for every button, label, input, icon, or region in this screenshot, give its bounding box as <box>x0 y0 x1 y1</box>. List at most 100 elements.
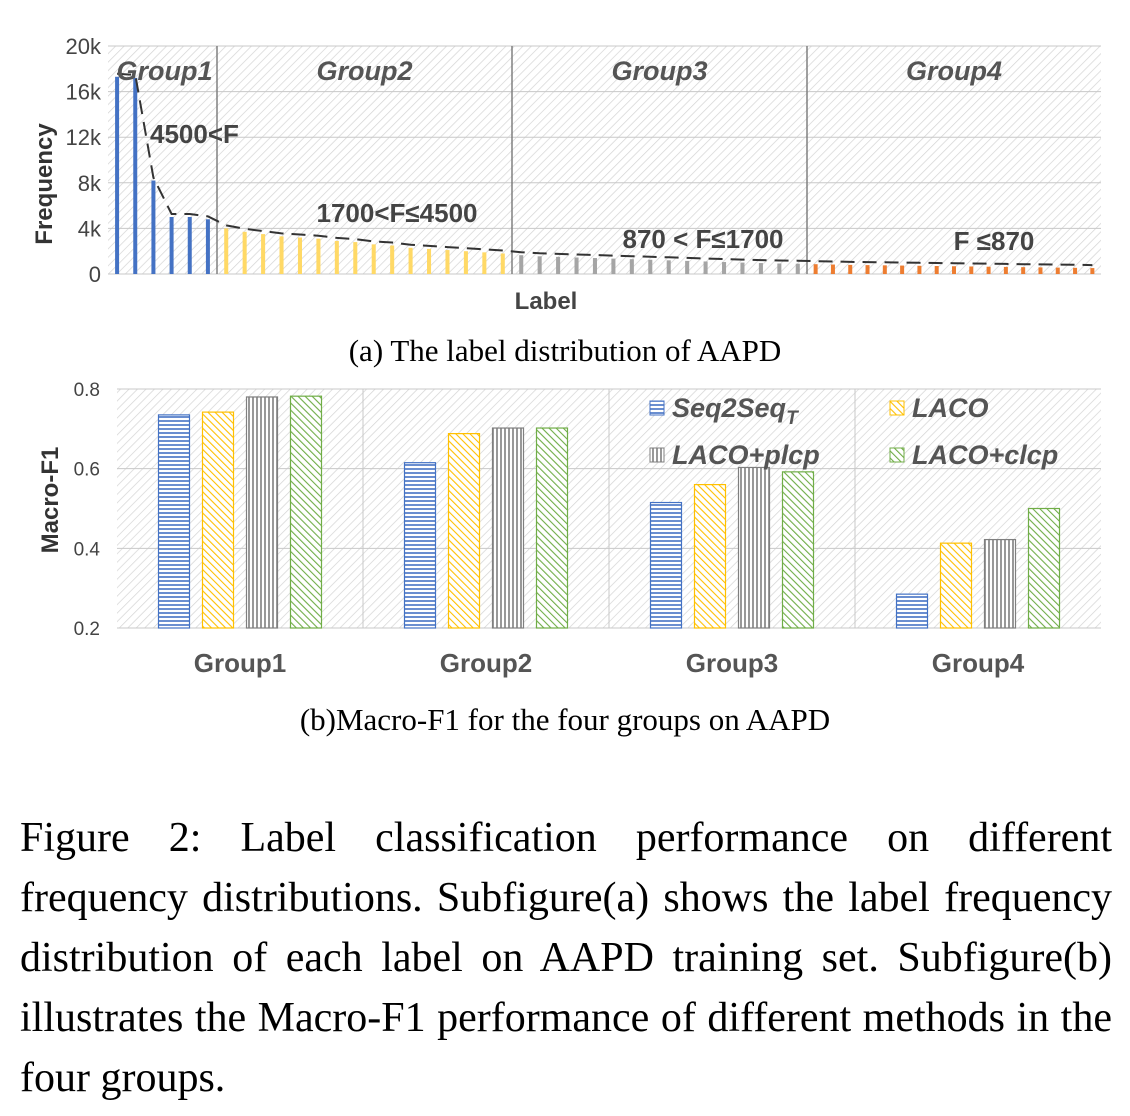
macro-f1-bar <box>737 466 771 629</box>
frequency-bar <box>917 265 922 274</box>
macro-f1-bar <box>289 395 323 629</box>
frequency-bar <box>629 259 634 274</box>
figure-caption-line: frequency distributions. Subfigure(a) sh… <box>20 875 930 921</box>
macro-f1-bar <box>693 484 727 629</box>
frequency-bar <box>865 265 870 274</box>
frequency-bar <box>537 256 542 274</box>
frequency-bar <box>500 253 505 274</box>
macro-f1-bar <box>535 427 569 629</box>
x-tick-label: Group4 <box>932 648 1025 678</box>
frequency-bar <box>934 266 939 274</box>
figure-caption: Figure 2: Label classification performan… <box>20 808 1112 1108</box>
frequency-bar <box>900 265 905 274</box>
frequency-bar <box>316 238 321 274</box>
frequency-range-label: F ≤870 <box>954 226 1035 256</box>
subfigure-b-caption: (b)Macro-F1 for the four groups on AAPD <box>299 702 831 737</box>
macro-f1-bar <box>157 414 191 629</box>
frequency-bar <box>242 231 247 274</box>
gridlines-a <box>108 45 1101 275</box>
macro-f1-bar <box>403 462 437 629</box>
frequency-bar <box>1021 267 1026 274</box>
macro-f1-bar <box>1027 507 1061 629</box>
frequency-range-label: 4500<F <box>150 119 239 149</box>
frequency-range-label: 870 < F≤1700 <box>622 224 783 254</box>
x-tick-label: Group3 <box>686 648 778 678</box>
frequency-bar <box>334 240 339 274</box>
macro-f1-bar <box>939 542 973 629</box>
frequency-bar <box>1055 267 1060 274</box>
figure-caption-line: of different methods in the four groups. <box>20 995 1112 1101</box>
x-tick-labels-b: Group1 Group2 Group3 Group4 <box>194 648 1025 678</box>
legend-swatch <box>889 400 905 416</box>
group-dividers <box>216 46 808 274</box>
legend-label: LACO+clcp <box>912 440 1058 470</box>
frequency-bar <box>722 262 727 274</box>
frequency-bar <box>279 236 284 274</box>
frequency-bar <box>813 264 818 274</box>
frequency-bar <box>882 265 887 274</box>
macro-f1-bar <box>983 538 1017 629</box>
y-tick-label: 0.2 <box>74 619 100 640</box>
y-tick-label: 20k <box>66 34 102 59</box>
legend-swatch <box>889 447 905 463</box>
frequency-bar <box>445 250 450 274</box>
y-tick-label: 8k <box>78 171 102 196</box>
macro-f1-bar <box>895 593 929 629</box>
frequency-bar <box>482 252 487 274</box>
figure-caption-line: set. Subfigure(b) illustrates the Macro-… <box>20 935 1112 1041</box>
frequency-bar <box>261 234 266 274</box>
frequency-bar <box>390 245 395 274</box>
macro-f1-bar <box>447 433 481 629</box>
y-tick-label: 0.6 <box>74 460 100 481</box>
frequency-bar <box>556 256 561 274</box>
frequency-bar <box>353 242 358 274</box>
frequency-bar <box>703 261 708 274</box>
y-tick-labels-b: 0.2 0.4 0.6 0.8 <box>74 380 101 640</box>
y-tick-label: 0.4 <box>74 539 101 560</box>
frequency-bar <box>519 255 524 274</box>
frequency-bar <box>115 76 120 274</box>
frequency-bar <box>1003 266 1008 274</box>
plot-area-a <box>108 46 1101 274</box>
gridlines-b <box>117 388 1101 629</box>
x-tick-label: Group1 <box>194 648 286 678</box>
frequency-bar <box>297 237 302 274</box>
frequency-bar <box>952 266 956 274</box>
frequency-bar <box>574 257 579 274</box>
frequency-bar <box>969 266 974 274</box>
frequency-bar <box>408 247 413 274</box>
y-axis-label-a: Frequency <box>31 123 58 245</box>
frequency-bar <box>371 244 376 274</box>
x-tick-label: Group2 <box>440 648 532 678</box>
y-tick-label: 12k <box>66 125 102 150</box>
frequency-bar <box>648 259 653 274</box>
group-name-label: Group4 <box>906 56 1002 86</box>
frequency-bar <box>758 263 763 274</box>
legend-label: LACO+plcp <box>672 440 820 470</box>
y-tick-label: 4k <box>78 216 102 241</box>
frequency-bar <box>169 217 174 274</box>
frequency-bars <box>115 76 1095 274</box>
macro-f1-panel: 0.20.40.60.8 Group1 Group2 Group3 Group4 Se… <box>37 380 1101 678</box>
frequency-bar <box>848 264 853 274</box>
subfigure-a-caption: (a) The label distribution of AAPD <box>348 333 782 368</box>
frequency-bar <box>986 266 991 274</box>
trend-curve <box>117 72 1093 267</box>
frequency-bar <box>427 248 432 274</box>
frequency-bar <box>611 258 616 274</box>
y-tick-labels-a: 0 4k 8k 12k 16k 20k <box>66 34 102 287</box>
group-name-label: Group2 <box>316 56 412 86</box>
frequency-bar <box>1090 268 1095 274</box>
macro-f1-bar <box>201 411 235 629</box>
frequency-bar <box>1073 267 1078 274</box>
label-distribution-panel: 0 4k 8k 12k 16k 20k Group1 4500<F Group2 1700<F≤… <box>31 34 1101 315</box>
frequency-bar <box>830 264 835 274</box>
group-name-label: Group3 <box>611 56 707 86</box>
frequency-bar <box>777 263 782 274</box>
group-name-label: Group1 <box>116 56 212 86</box>
frequency-bar <box>795 263 800 274</box>
frequency-bar <box>592 258 597 274</box>
legend-label: LACO <box>912 393 989 423</box>
